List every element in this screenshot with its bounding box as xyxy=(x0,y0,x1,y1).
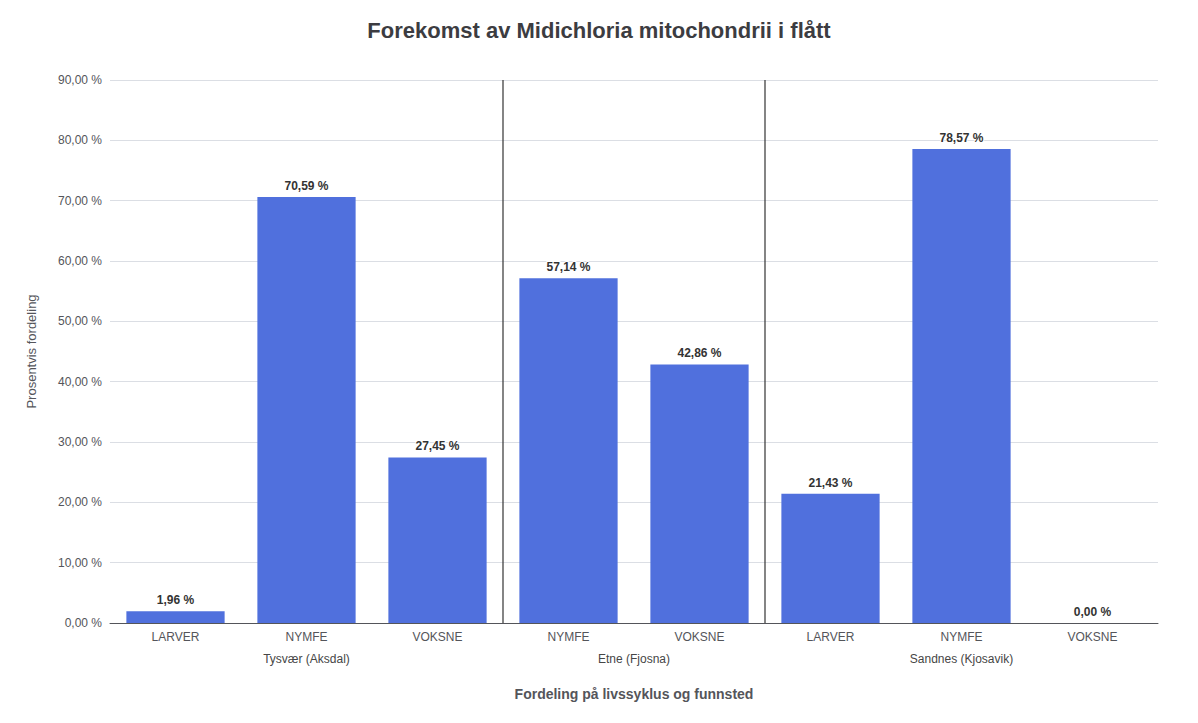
svg-text:0,00 %: 0,00 % xyxy=(1074,605,1112,619)
svg-text:Fordeling på livssyklus og fun: Fordeling på livssyklus og funnsted xyxy=(515,686,754,702)
svg-text:1,96 %: 1,96 % xyxy=(157,593,195,607)
svg-text:40,00 %: 40,00 % xyxy=(58,375,102,389)
svg-text:70,00 %: 70,00 % xyxy=(58,194,102,208)
svg-text:50,00 %: 50,00 % xyxy=(58,314,102,328)
svg-text:Prosentvis fordeling: Prosentvis fordeling xyxy=(24,294,39,408)
svg-text:NYMFE: NYMFE xyxy=(286,630,328,644)
svg-text:90,00 %: 90,00 % xyxy=(58,73,102,87)
svg-text:57,14 %: 57,14 % xyxy=(546,260,590,274)
svg-text:LARVER: LARVER xyxy=(807,630,855,644)
svg-text:27,45 %: 27,45 % xyxy=(415,439,459,453)
svg-text:10,00 %: 10,00 % xyxy=(58,556,102,570)
svg-text:20,00 %: 20,00 % xyxy=(58,495,102,509)
svg-text:LARVER: LARVER xyxy=(152,630,200,644)
svg-text:80,00 %: 80,00 % xyxy=(58,133,102,147)
svg-text:Sandnes (Kjosavik): Sandnes (Kjosavik) xyxy=(910,652,1013,666)
svg-text:Etne (Fjosna): Etne (Fjosna) xyxy=(598,652,670,666)
svg-text:21,43 %: 21,43 % xyxy=(808,476,852,490)
svg-text:78,57 %: 78,57 % xyxy=(939,131,983,145)
svg-text:30,00 %: 30,00 % xyxy=(58,435,102,449)
svg-text:Tysvær (Aksdal): Tysvær (Aksdal) xyxy=(263,652,350,666)
svg-text:VOKSNE: VOKSNE xyxy=(674,630,724,644)
svg-text:0,00 %: 0,00 % xyxy=(65,616,103,630)
svg-text:NYMFE: NYMFE xyxy=(548,630,590,644)
svg-text:NYMFE: NYMFE xyxy=(941,630,983,644)
svg-text:70,59 %: 70,59 % xyxy=(284,179,328,193)
svg-text:Forekomst av Midichloria mitoc: Forekomst av Midichloria mitochondrii i … xyxy=(367,18,831,43)
svg-text:42,86 %: 42,86 % xyxy=(677,346,721,360)
svg-text:60,00 %: 60,00 % xyxy=(58,254,102,268)
svg-text:VOKSNE: VOKSNE xyxy=(1067,630,1117,644)
svg-text:VOKSNE: VOKSNE xyxy=(412,630,462,644)
